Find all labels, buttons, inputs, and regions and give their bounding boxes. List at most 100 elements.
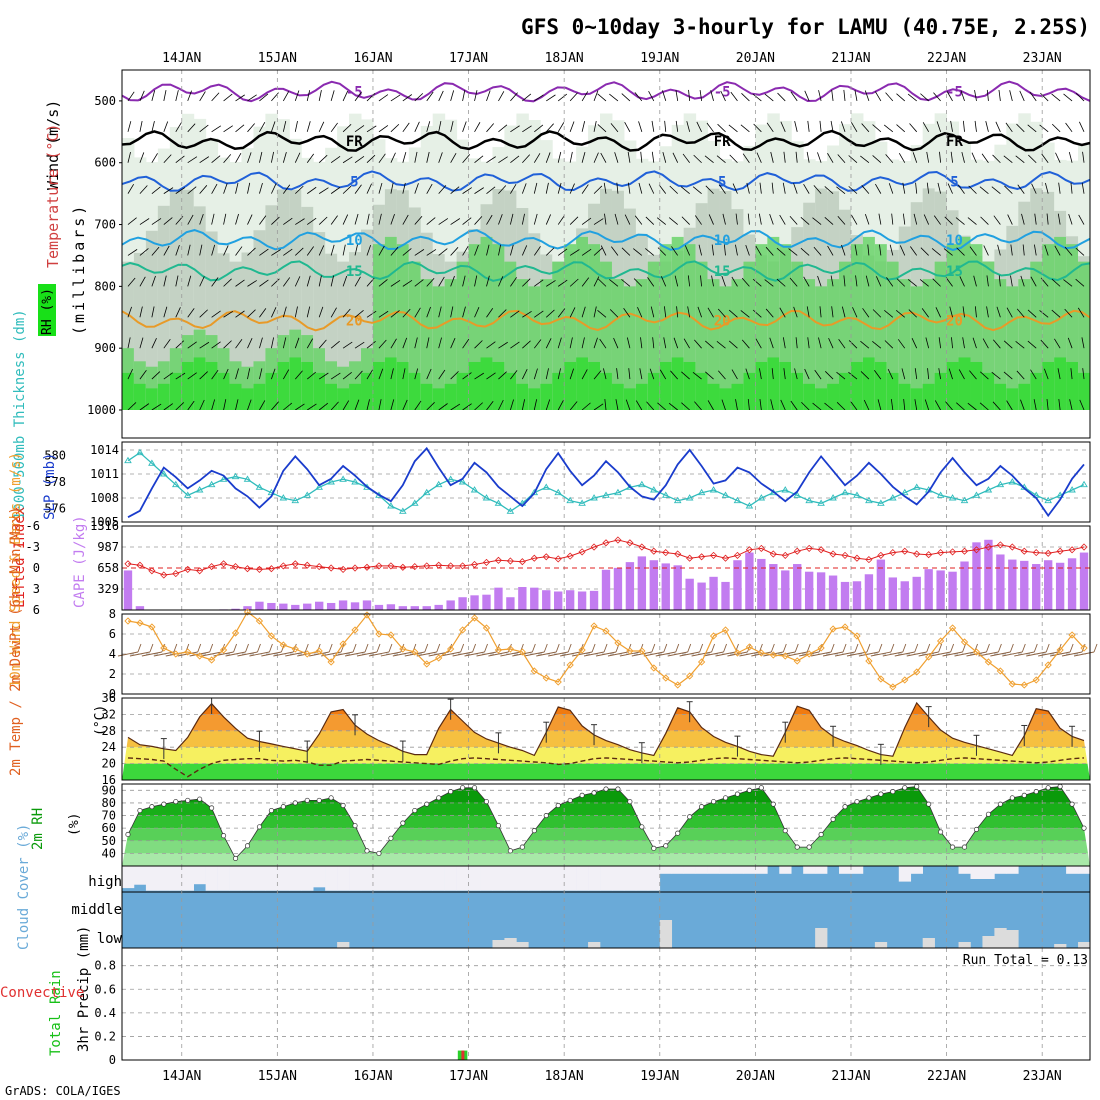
wind-barb [1029,91,1037,102]
wind-barb [259,182,263,194]
rh-band [122,815,1090,829]
li-point [805,544,813,552]
wind-barb [593,152,599,163]
thickness-point [590,494,598,501]
wind-barb [593,120,597,132]
isotherm-freezing [121,129,1091,152]
wind-barb [235,152,242,163]
wind-barb [998,89,1001,101]
wind-barb [211,213,215,225]
surface-wind-barb-flag [328,643,333,653]
wind-barb [247,123,255,133]
wind-barb [199,214,204,225]
wind-barb [710,90,714,102]
surface-wind-barb [607,651,629,657]
wind-barb [955,217,965,225]
wind-barb [657,402,667,411]
thickness-point [638,480,646,488]
wind-speed-point [184,648,192,656]
rh-shade-green [1018,279,1031,410]
wind-barb [426,121,431,132]
isotherm-label: 15 [346,264,363,280]
wind-barb [318,121,325,132]
wind-barb [890,399,894,411]
wind-barb [995,121,1001,132]
wind-barb [836,402,846,411]
precip-tick: 0.4 [94,1006,116,1020]
wind-barb [378,213,382,225]
surface-wind-barb [751,651,772,657]
rh-shade-bright [874,361,888,410]
wind-barb [1033,244,1037,256]
wind-frame [121,613,1091,695]
cape-bar [625,562,635,610]
surface-wind-barb [404,651,425,657]
wind-barb [729,154,738,164]
wind-barb [235,246,243,256]
wind-barb [402,182,406,194]
cape-bar [1055,562,1065,610]
surface-wind-barb-flag [854,643,859,653]
wind-barb [330,307,337,318]
cloud-high-clear [504,866,517,891]
wind-speed-point [925,653,933,661]
wind-speed-point [482,624,491,632]
wind-barb [957,184,965,194]
wind-barb [546,280,556,287]
cloud-high-clear [850,866,864,874]
wind-barb [951,337,953,349]
rh-point [579,792,585,798]
rh-point [412,807,418,814]
wind-barb [926,151,930,163]
rh-point [687,814,693,820]
wind-barb [645,216,655,225]
wind-barb [533,339,542,349]
wind-barb [1020,275,1025,287]
wind-barb [872,124,882,133]
wind-barb [366,154,376,164]
wind-barb [450,186,460,194]
wind-speed-point [578,646,586,654]
wind-barb [707,400,714,411]
wind-barb [211,341,221,349]
isotherm--5 [121,80,1091,103]
wind-barb [247,309,256,318]
rh-point [197,796,203,802]
wind-barb [747,213,750,225]
wind-barb [402,308,411,318]
wind-speed-point [901,676,909,684]
wind-speed-point [196,652,204,660]
cape-tick: 329 [97,582,119,596]
wind-barb [937,182,942,194]
li-point [447,562,455,570]
wind-barb [730,91,738,102]
cloud-cover-panel [121,865,1091,949]
wind-barb [782,337,786,349]
cape-bar [482,594,491,610]
cape-bar [661,563,670,610]
wind-barb [613,337,619,349]
cloud-high-clear [839,866,852,874]
wind-barb [354,276,361,287]
precip-tick: 0.8 [94,959,116,973]
rh-tick: 60 [102,821,116,835]
slp-tick: 1005 [90,515,119,529]
temp-frame [121,697,1091,781]
wind-barb [593,337,598,349]
rh-point [591,790,597,796]
rh-shade-green [611,279,625,410]
wind-barb [426,277,435,287]
wind-speed-point [853,632,861,640]
wind-barb [1081,182,1085,194]
wind-speed-point [841,623,849,631]
rh-point [639,824,645,830]
thickness-point [494,499,503,506]
wind-speed-point [506,645,515,653]
li-point [351,564,359,572]
wind-barb [593,247,603,256]
cloud-high-clear [1006,866,1019,874]
wind-barb [860,340,870,349]
wind-barb [342,275,348,287]
rh-shade-green [540,279,553,410]
rh-legend-swatch [38,284,56,336]
